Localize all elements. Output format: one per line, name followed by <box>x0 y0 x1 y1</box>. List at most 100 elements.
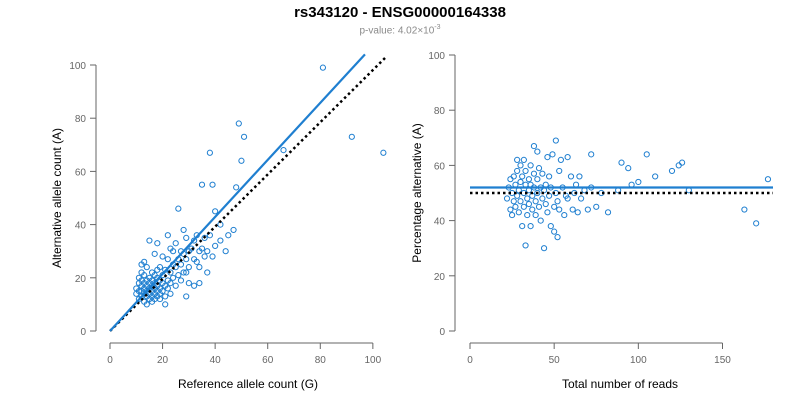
data-point <box>679 159 686 166</box>
x-tick-label: 20 <box>157 355 169 366</box>
data-point <box>169 248 177 255</box>
y-tick-label: 80 <box>75 114 87 125</box>
data-point <box>514 156 521 163</box>
pvalue-exponent: -3 <box>434 24 441 31</box>
percentage-scatter-panel: 0 50 100 150 0 20 40 60 80 100 Total number of rea… <box>410 51 773 391</box>
y-tick-label: 60 <box>75 167 87 178</box>
x-tick-label: 100 <box>365 355 382 366</box>
data-point <box>574 209 581 216</box>
y-tick-label: 100 <box>428 51 445 62</box>
data-point <box>146 237 153 244</box>
data-point <box>280 147 287 154</box>
data-point <box>551 228 558 235</box>
data-point <box>167 269 174 276</box>
data-point <box>527 223 534 230</box>
data-point <box>520 203 527 210</box>
data-point <box>209 181 216 188</box>
data-point <box>204 248 211 255</box>
data-point <box>183 293 190 300</box>
data-point <box>561 211 568 219</box>
y-tick-label: 100 <box>69 61 86 72</box>
y-axis-label: Percentage alternative (A) <box>410 123 424 262</box>
data-point <box>180 226 187 234</box>
data-point <box>510 198 517 205</box>
x-tick-label: 40 <box>210 355 222 366</box>
data-point <box>618 159 625 166</box>
data-point <box>201 253 208 260</box>
data-point <box>527 162 534 169</box>
data-point <box>507 206 514 213</box>
y-axis-label: Alternative allele count (A) <box>50 128 64 268</box>
data-point <box>143 264 150 271</box>
data-point <box>519 223 526 230</box>
data-point <box>604 209 612 216</box>
data-point <box>534 176 541 183</box>
data-point <box>537 217 544 224</box>
data-point <box>154 240 161 247</box>
data-point <box>380 149 387 156</box>
data-point <box>172 282 179 289</box>
data-point <box>201 234 208 241</box>
data-point <box>159 288 166 295</box>
data-point <box>556 206 563 213</box>
x-tick-label: 0 <box>107 355 113 366</box>
data-point <box>204 269 211 276</box>
data-point <box>547 223 554 230</box>
data-point <box>514 192 521 199</box>
data-point <box>508 211 516 219</box>
data-point <box>135 288 143 295</box>
y-tick-label: 80 <box>434 106 446 117</box>
data-point <box>141 272 148 279</box>
y-tick-label: 20 <box>434 272 446 283</box>
data-point <box>544 209 551 216</box>
fitted-line <box>109 53 366 332</box>
data-point <box>209 253 216 260</box>
data-point <box>164 256 171 263</box>
pvalue-times: ×10 <box>417 25 435 37</box>
data-point <box>235 120 242 127</box>
data-point <box>212 208 219 215</box>
data-point <box>564 154 571 161</box>
data-point <box>348 133 355 140</box>
data-point <box>539 170 546 177</box>
data-point <box>193 258 200 265</box>
data-point <box>534 148 541 155</box>
data-point <box>177 261 185 268</box>
chart-subtitle: p-value: 4.02×10-3 <box>0 24 800 36</box>
data-point <box>198 245 206 252</box>
data-point <box>643 151 650 158</box>
data-point <box>206 149 213 156</box>
data-point <box>514 167 521 175</box>
data-point <box>522 242 529 249</box>
data-point <box>552 137 559 144</box>
data-point <box>183 234 190 241</box>
x-axis-label: Reference allele count (G) <box>178 377 318 391</box>
data-point <box>512 203 519 210</box>
data-point <box>162 293 169 300</box>
data-point <box>175 272 182 279</box>
data-point <box>576 173 583 180</box>
data-point <box>164 285 171 292</box>
data-point <box>525 200 533 208</box>
data-point <box>556 167 563 175</box>
data-point <box>539 195 546 202</box>
data-point <box>524 211 531 219</box>
data-point <box>517 162 524 169</box>
data-point <box>191 237 198 244</box>
data-point <box>212 242 219 249</box>
data-point <box>520 156 527 163</box>
chart-title: rs343120 - ENSG00000164338 <box>294 4 506 21</box>
data-point <box>164 232 171 239</box>
data-point <box>525 176 533 183</box>
x-tick-label: 100 <box>630 355 647 366</box>
expected-ratio-line <box>109 56 387 332</box>
data-point <box>159 253 166 260</box>
data-point <box>222 248 229 255</box>
data-point <box>549 151 556 158</box>
data-point <box>177 277 185 284</box>
y-tick-label: 40 <box>434 217 446 228</box>
data-point <box>564 195 571 202</box>
data-point <box>569 206 576 213</box>
x-tick-label: 80 <box>315 355 327 366</box>
data-point <box>141 258 148 265</box>
